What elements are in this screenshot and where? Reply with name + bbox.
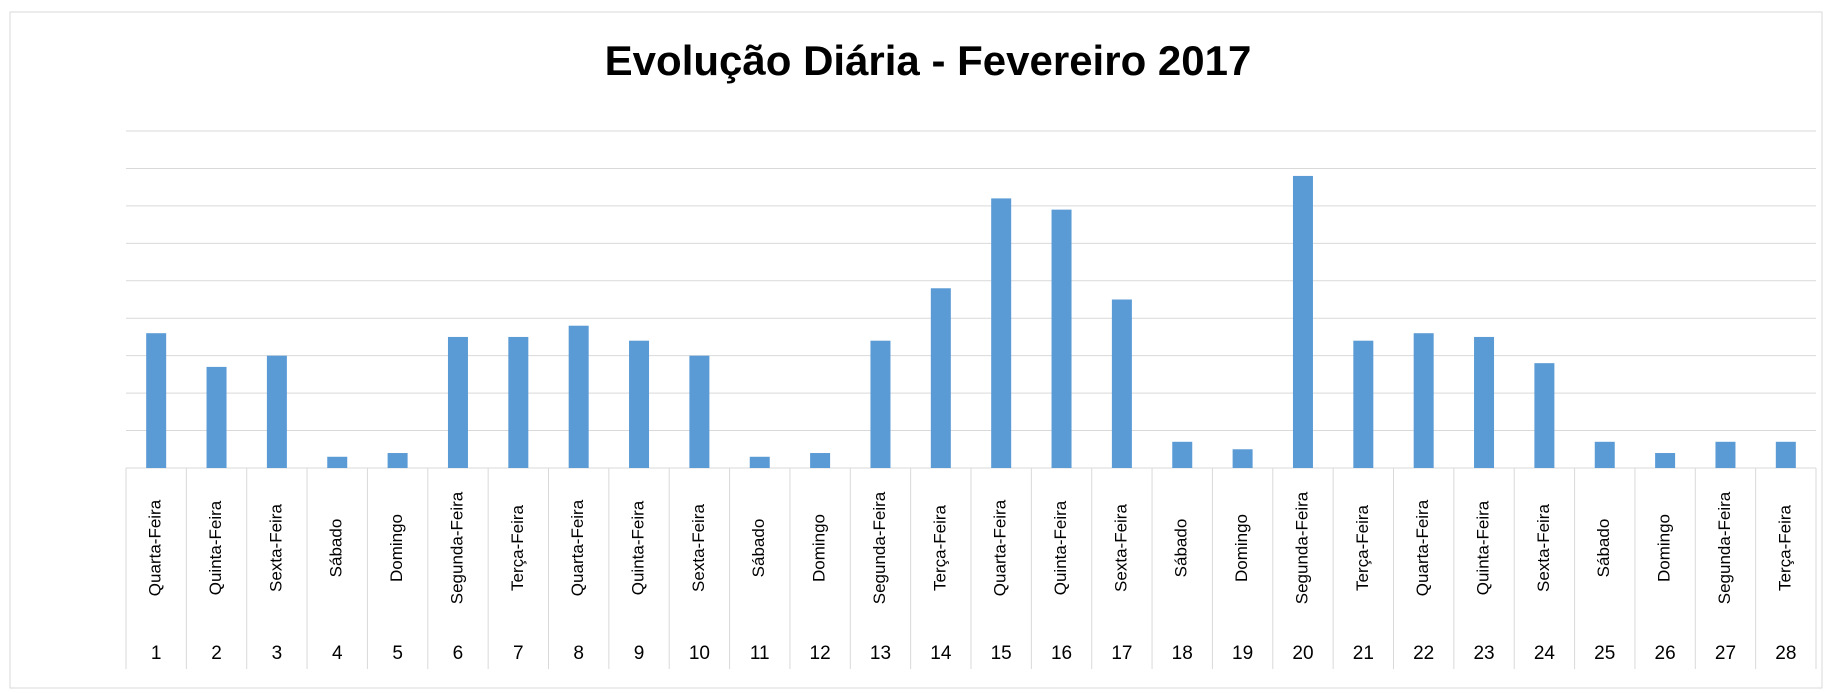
weekday-label: Quarta-Feira	[146, 499, 165, 596]
weekday-label: Segunda-Feira	[870, 491, 889, 604]
weekday-label: Sábado	[1594, 519, 1613, 578]
x-tick-label: 18	[1172, 643, 1193, 664]
bar	[1474, 336, 1495, 468]
weekday-label: Quinta-Feira	[1051, 500, 1070, 595]
bar	[1111, 299, 1132, 468]
x-tick-label: 11	[750, 643, 770, 664]
x-tick-label: 5	[392, 643, 403, 664]
weekday-label: Sexta-Feira	[1534, 504, 1553, 592]
bar	[447, 336, 468, 468]
bar	[629, 340, 650, 468]
weekday-label: Sexta-Feira	[1111, 504, 1130, 592]
bar	[206, 366, 227, 468]
x-tick-label: 20	[1292, 643, 1313, 664]
bar	[930, 288, 951, 468]
bar	[689, 355, 710, 468]
weekday-label: Sábado	[749, 519, 768, 578]
chart-title: Evolução Diária - Fevereiro 2017	[605, 37, 1252, 84]
x-tick-label: 13	[870, 643, 891, 664]
x-tick-label: 23	[1473, 643, 1494, 664]
weekday-label: Terça-Feira	[508, 504, 527, 591]
bar	[870, 340, 891, 468]
bar	[327, 456, 348, 468]
weekday-label: Quarta-Feira	[568, 499, 587, 596]
bar	[1232, 449, 1253, 468]
x-tick-label: 12	[810, 643, 831, 664]
x-tick-label: 27	[1715, 643, 1736, 664]
x-tick-label: 22	[1413, 643, 1434, 664]
weekday-label: Quinta-Feira	[629, 500, 648, 595]
x-tick-label: 4	[332, 643, 343, 664]
weekday-label: Segunda-Feira	[447, 491, 466, 604]
bar	[1655, 453, 1676, 468]
bar	[1051, 209, 1072, 468]
x-tick-label: 28	[1775, 643, 1796, 664]
weekday-label: Quinta-Feira	[1474, 500, 1493, 595]
chart-frame	[9, 11, 1823, 689]
weekday-label: Domingo	[1655, 514, 1674, 582]
bar	[387, 453, 408, 468]
bar	[1413, 333, 1434, 468]
x-tick-label: 16	[1051, 643, 1072, 664]
x-tick-label: 24	[1534, 643, 1556, 664]
bar	[1775, 441, 1796, 468]
x-tick-label: 3	[272, 643, 283, 664]
weekday-label: Quarta-Feira	[991, 499, 1010, 596]
weekday-label: Domingo	[810, 514, 829, 582]
weekday-label: Sexta-Feira	[266, 504, 285, 592]
x-tick-label: 21	[1353, 643, 1374, 664]
x-tick-label: 9	[634, 643, 645, 664]
weekday-label: Segunda-Feira	[1292, 491, 1311, 604]
x-tick-label: 10	[689, 643, 710, 664]
x-tick-label: 19	[1232, 643, 1253, 664]
x-tick-label: 15	[991, 643, 1012, 664]
bar	[568, 325, 589, 468]
weekday-label: Sexta-Feira	[689, 504, 708, 592]
weekday-label: Terça-Feira	[1353, 504, 1372, 591]
bar	[991, 198, 1012, 468]
bar	[266, 355, 287, 468]
bar	[1534, 363, 1555, 468]
x-tick-label: 14	[930, 643, 952, 664]
bar	[1353, 340, 1374, 468]
x-tick-label: 1	[151, 643, 162, 664]
bar	[146, 333, 167, 468]
bar	[1172, 441, 1193, 468]
x-tick-label: 2	[211, 643, 222, 664]
x-tick-label: 7	[513, 643, 524, 664]
bar	[1715, 441, 1736, 468]
x-tick-label: 6	[453, 643, 464, 664]
x-tick-label: 8	[573, 643, 584, 664]
weekday-label: Quarta-Feira	[1413, 499, 1432, 596]
weekday-label: Domingo	[1232, 514, 1251, 582]
weekday-label: Sábado	[1172, 519, 1191, 578]
weekday-label: Terça-Feira	[930, 504, 949, 591]
x-tick-label: 25	[1594, 643, 1615, 664]
x-tick-label: 17	[1111, 643, 1132, 664]
x-tick-label: 26	[1655, 643, 1676, 664]
bar	[1292, 175, 1313, 468]
bar	[1594, 441, 1615, 468]
bar	[749, 456, 770, 468]
weekday-label: Domingo	[387, 514, 406, 582]
weekday-label: Sábado	[327, 519, 346, 578]
weekday-label: Terça-Feira	[1775, 504, 1794, 591]
weekday-label: Quinta-Feira	[206, 500, 225, 595]
bar	[508, 336, 529, 468]
weekday-label: Segunda-Feira	[1715, 491, 1734, 604]
bar	[810, 453, 831, 468]
